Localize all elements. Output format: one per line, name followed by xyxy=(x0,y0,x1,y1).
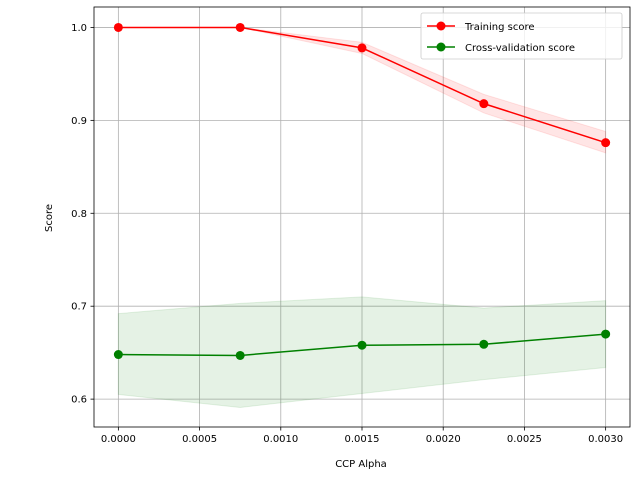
legend-training-marker xyxy=(436,21,446,31)
training-score-point xyxy=(479,99,489,109)
training-score-point xyxy=(113,22,123,32)
y-tick-label: 0.8 xyxy=(71,209,87,220)
legend-cv-label: Cross-validation score xyxy=(465,43,575,54)
x-tick-label: 0.0015 xyxy=(345,434,380,445)
legend: Training score Cross-validation score xyxy=(420,12,623,60)
cv-score-point xyxy=(235,350,245,360)
cv-score-band xyxy=(117,296,607,408)
cv-score-point xyxy=(357,340,367,350)
x-tick-label: 0.0000 xyxy=(101,434,136,445)
cv-score-point xyxy=(601,329,611,339)
training-score-point xyxy=(601,138,611,148)
x-tick-label: 0.0010 xyxy=(263,434,298,445)
y-tick-label: 0.9 xyxy=(71,116,87,127)
x-tick-label: 0.0020 xyxy=(426,434,461,445)
y-axis-label: Score xyxy=(44,204,55,232)
training-score-point xyxy=(235,22,245,32)
x-tick-label: 0.0030 xyxy=(588,434,623,445)
y-tick-label: 0.6 xyxy=(71,395,87,406)
legend-box xyxy=(420,12,623,60)
cv-score-point xyxy=(479,339,489,349)
legend-training-label: Training score xyxy=(464,22,535,33)
training-score-point xyxy=(357,43,367,53)
legend-cv-marker xyxy=(436,42,446,52)
x-axis-ticks: 0.0000 0.0005 0.0010 0.0015 0.0020 0.0025 0.00… xyxy=(101,427,623,445)
cv-score-point xyxy=(113,350,123,360)
line-layer xyxy=(113,22,611,360)
y-tick-label: 1.0 xyxy=(71,23,87,34)
y-tick-label: 0.7 xyxy=(71,302,87,313)
x-tick-label: 0.0025 xyxy=(507,434,542,445)
x-axis-label: CCP Alpha xyxy=(335,459,387,470)
y-axis-ticks: 0.6 0.7 0.8 0.9 1.0 xyxy=(71,23,94,406)
x-tick-label: 0.0005 xyxy=(182,434,217,445)
